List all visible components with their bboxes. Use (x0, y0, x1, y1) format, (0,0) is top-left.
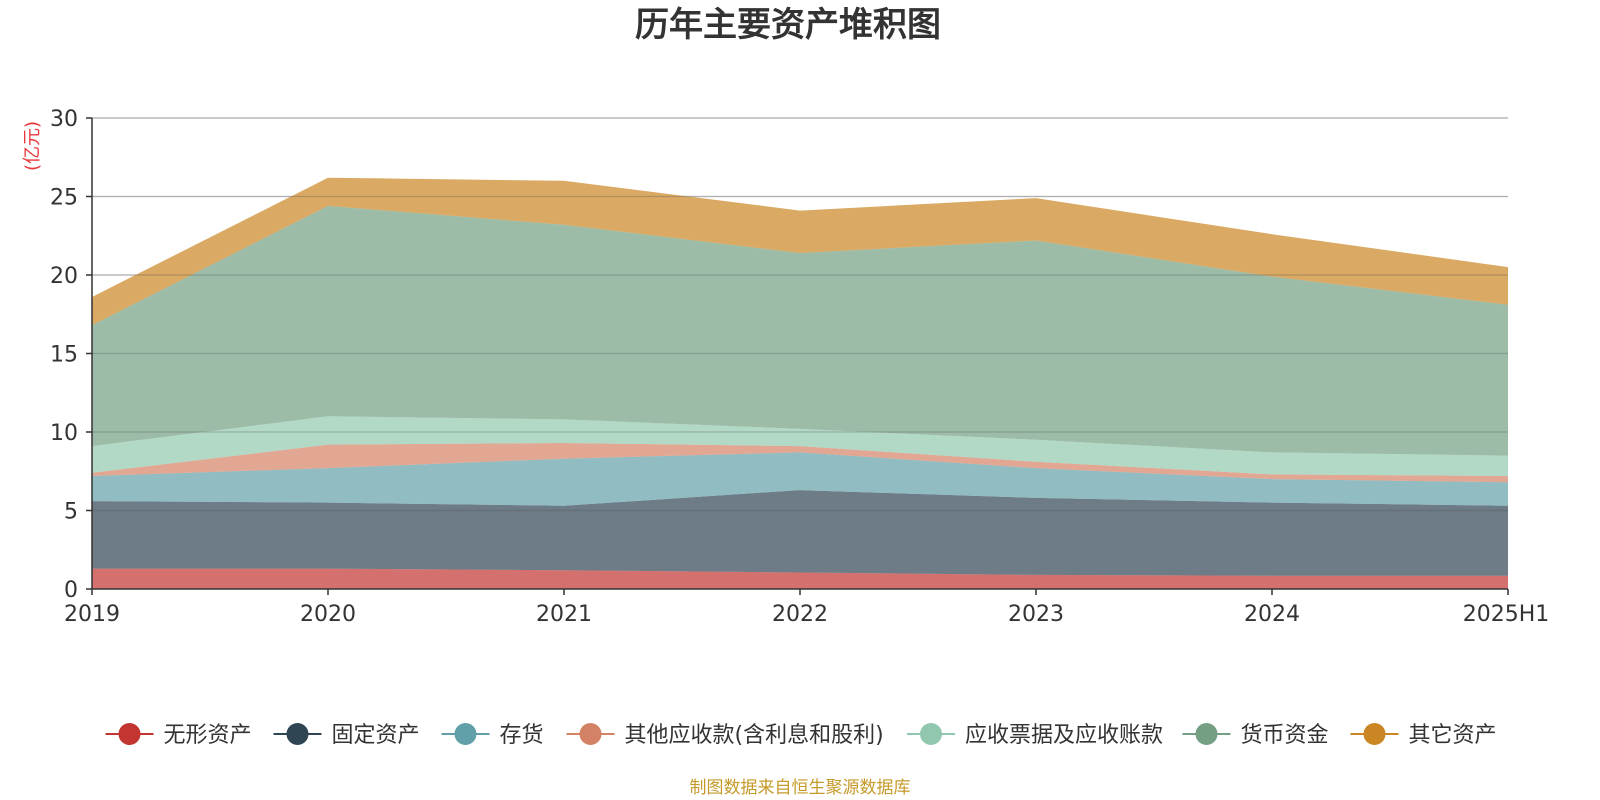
chart-title: 历年主要资产堆积图 (635, 5, 941, 45)
x-tick-label: 2021 (536, 602, 592, 627)
legend-label: 货币资金 (1241, 723, 1329, 748)
area-series-1[interactable] (92, 568, 1508, 589)
legend-label: 应收票据及应收账款 (965, 723, 1163, 748)
y-tick-label: 15 (50, 343, 78, 368)
y-tick-label: 30 (50, 107, 78, 132)
legend-label: 其他应收款(含利息和股利) (625, 723, 884, 748)
legend-label: 固定资产 (332, 723, 420, 748)
legend-item-2[interactable]: 固定资产 (273, 723, 420, 748)
area-series-layer (92, 177, 1508, 589)
legend-item-4[interactable]: 其他应收款(含利息和股利) (566, 723, 884, 748)
x-tick-label: 2022 (772, 602, 828, 627)
legend-circle-icon (118, 723, 141, 745)
legend-circle-icon (286, 723, 309, 745)
x-tick-label: 2023 (1008, 602, 1064, 627)
x-tick-label: 2019 (64, 602, 120, 627)
y-axis-unit-label: (亿元) (22, 121, 43, 171)
legend-circle-icon (1195, 723, 1218, 745)
x-tick-label: 2025H1 (1463, 602, 1550, 627)
area-series-2[interactable] (92, 490, 1508, 576)
legend-item-1[interactable]: 无形资产 (105, 723, 252, 748)
legend-circle-icon (920, 723, 942, 745)
y-tick-label: 5 (64, 500, 78, 525)
legend-label: 存货 (500, 723, 544, 748)
axes: 0 5 10 15 20 25 30 2019 2020 2021 2022 2023 2024 2025… (50, 107, 1549, 627)
y-tick-label: 20 (50, 264, 78, 289)
legend-item-5[interactable]: 应收票据及应收账款 (907, 723, 1163, 748)
x-tick-label: 2020 (300, 602, 356, 627)
legend-circle-icon (454, 723, 477, 745)
y-tick-label: 10 (50, 421, 78, 446)
area-series-5[interactable] (92, 416, 1508, 476)
overlay-grid-lines (92, 117, 1508, 511)
area-series-7[interactable] (92, 177, 1508, 326)
legend-item-7[interactable]: 其它资产 (1350, 723, 1497, 748)
y-tick-label: 25 (50, 186, 78, 211)
area-series-3[interactable] (92, 452, 1508, 506)
area-series-6[interactable] (92, 205, 1508, 456)
legend-item-6[interactable]: 货币资金 (1182, 723, 1329, 748)
x-tick-label: 2024 (1244, 602, 1300, 627)
legend-circle-icon (1363, 723, 1386, 745)
legend[interactable]: 无形资产 固定资产 存货 其他应收款(含利息和股利) 应收票据及应收账款 货币资金 其它资产 (105, 723, 1497, 748)
y-tick-label: 0 (64, 578, 78, 603)
legend-label: 无形资产 (164, 723, 252, 748)
legend-item-3[interactable]: 存货 (441, 723, 544, 748)
area-series-4[interactable] (92, 443, 1508, 483)
source-note: 制图数据来自恒生聚源数据库 (690, 778, 911, 798)
legend-circle-icon (579, 723, 602, 745)
legend-label: 其它资产 (1409, 723, 1497, 748)
